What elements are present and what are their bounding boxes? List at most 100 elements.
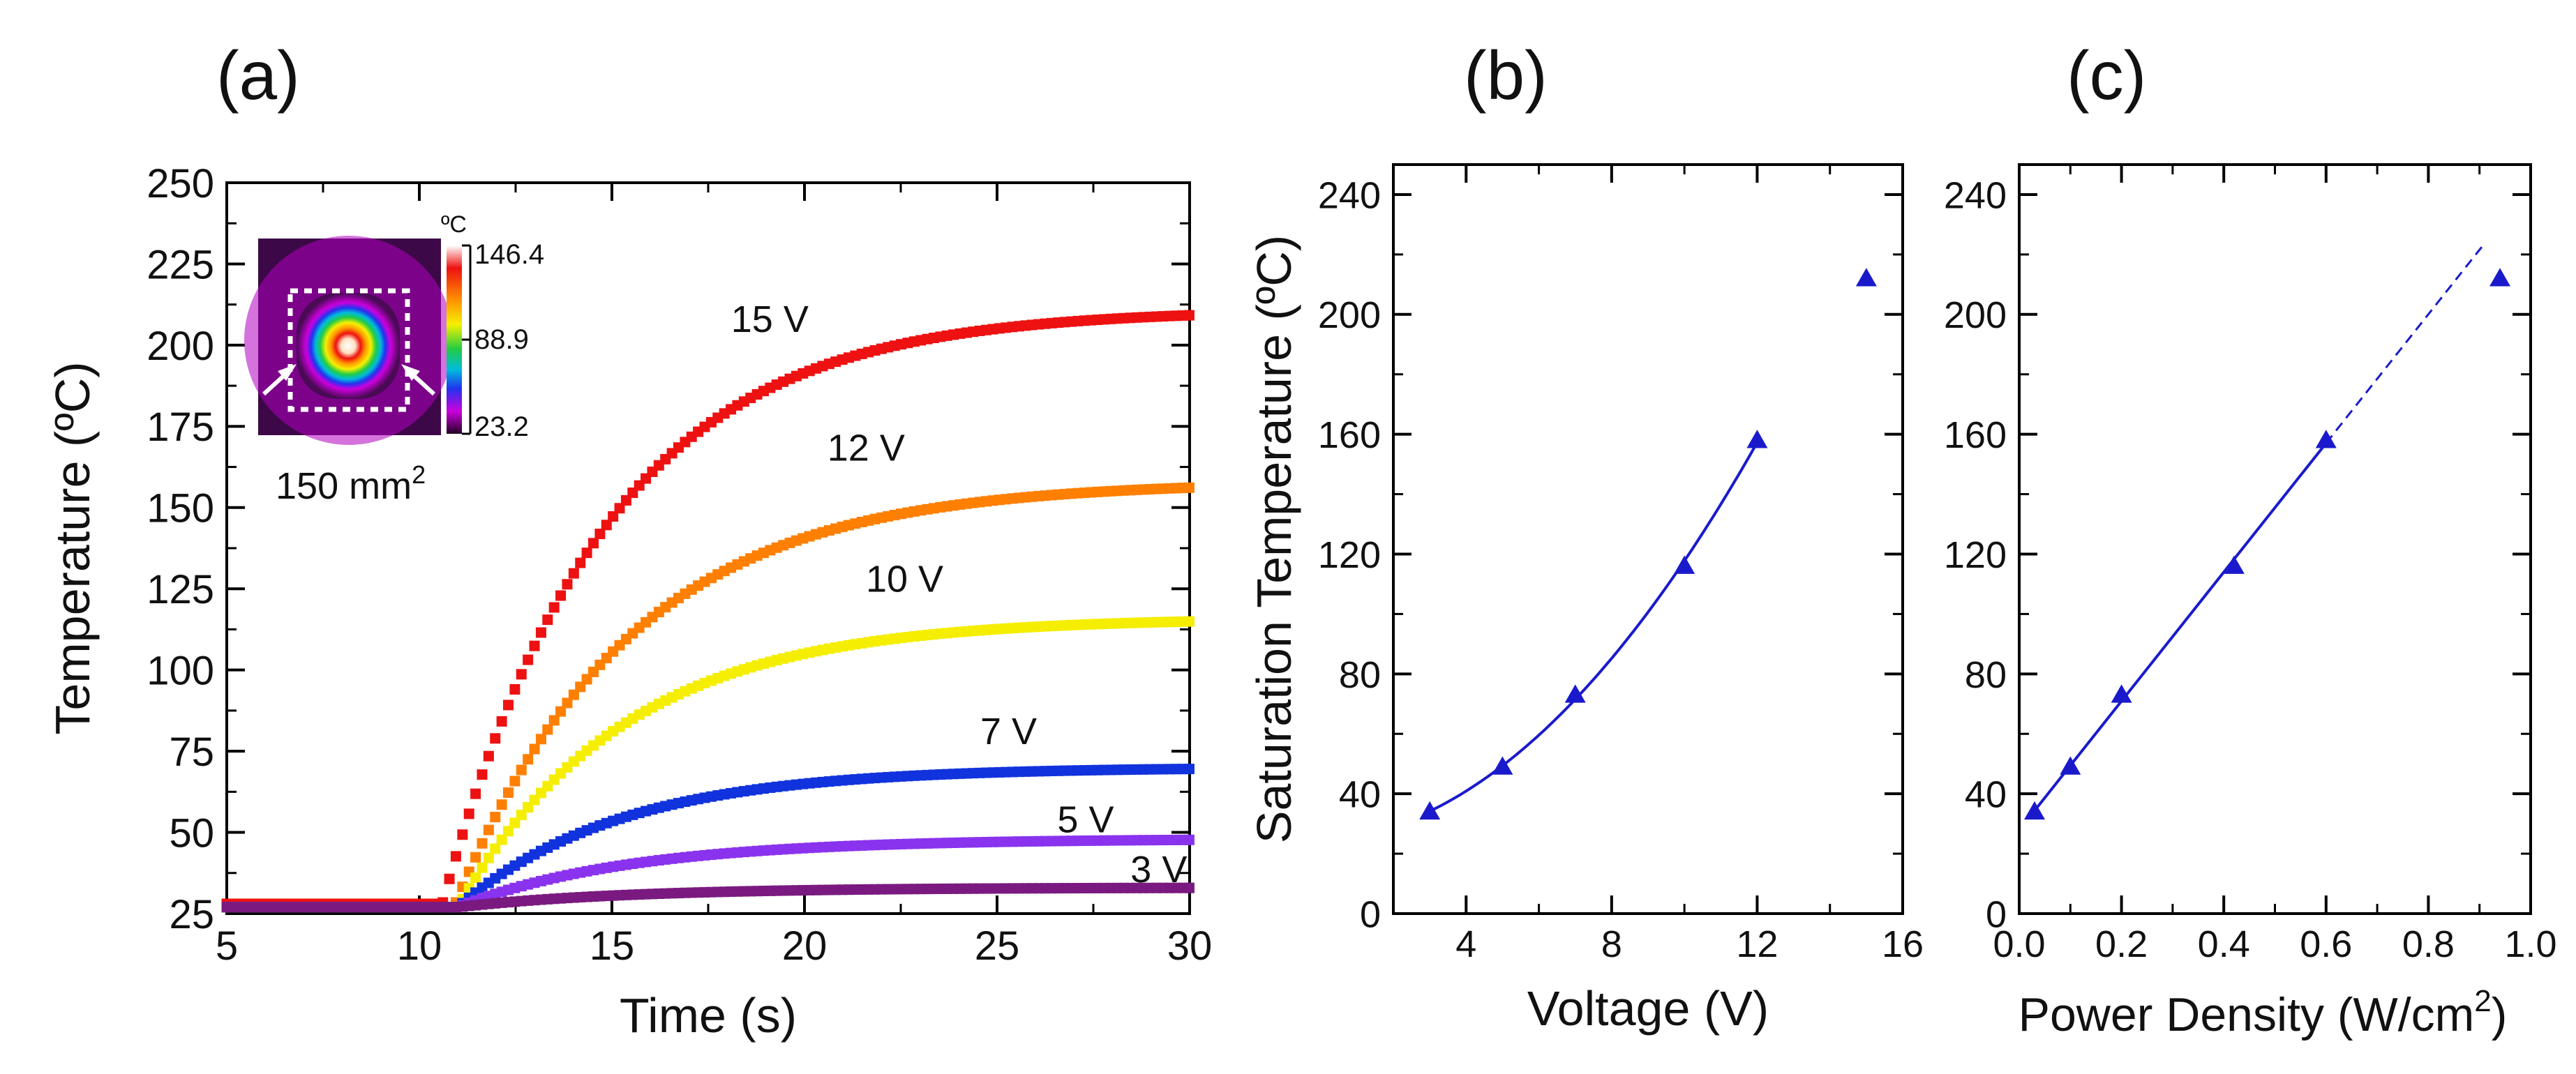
- x-tick-label: 0.0: [1993, 923, 2045, 965]
- series-2-point: [509, 817, 521, 829]
- series-2-point: [490, 843, 501, 854]
- heater-outline: [287, 288, 410, 412]
- series-0-point: [444, 873, 455, 884]
- left-arrow-icon: [262, 364, 297, 396]
- x-tick-label: 0.4: [2198, 923, 2250, 965]
- y-tick-label: 240: [1944, 174, 2007, 216]
- series-0-point: [575, 557, 586, 568]
- x-tick-label: 30: [1167, 923, 1213, 969]
- panel-a: (a) 5 10 15 20 25 30 25 50 75 100 125 150 175 200 225 2…: [45, 37, 1212, 1043]
- data-point-triangle: [1746, 430, 1768, 448]
- y-tick-label: 100: [147, 649, 214, 694]
- series-1-point: [516, 764, 527, 776]
- x-tick-label: 16: [1882, 923, 1924, 965]
- series-0-point: [568, 568, 579, 579]
- panel-a-x-axis-title: Time (s): [620, 988, 797, 1043]
- series-3-point: [1183, 764, 1195, 775]
- x-tick-label: 5: [216, 923, 238, 969]
- series-0-point: [463, 808, 474, 819]
- series-label: 7 V: [980, 711, 1037, 752]
- x-tick-label: 12: [1736, 923, 1778, 965]
- y-tick-label: 120: [1944, 534, 2007, 576]
- colorbar-min-label: 23.2: [474, 411, 529, 442]
- series-0-point: [483, 750, 494, 762]
- series-1-point: [529, 743, 540, 755]
- panel-c-label: (c): [2067, 37, 2146, 114]
- panel-b-label: (b): [1464, 37, 1548, 114]
- panel-c-points: [2023, 268, 2511, 820]
- x-tick-label: 10: [397, 923, 442, 969]
- x-tick-label: 4: [1455, 923, 1476, 965]
- y-tick-label: 150: [147, 486, 214, 531]
- series-0-point: [555, 590, 567, 601]
- y-tick-label: 200: [1944, 294, 2007, 336]
- series-1-point: [523, 754, 534, 765]
- y-tick-label: 80: [1965, 654, 2007, 696]
- series-2-point: [483, 852, 494, 863]
- series-1-point: [490, 812, 501, 823]
- y-tick-label: 40: [1965, 774, 2007, 816]
- series-0-point: [594, 529, 606, 540]
- y-tick-label: 160: [1944, 414, 2007, 456]
- panel-b-frame: [1392, 163, 1904, 915]
- y-tick-label: 0: [1360, 893, 1381, 935]
- x-tick-label: 0.8: [2402, 923, 2455, 965]
- series-1-point: [509, 776, 521, 787]
- data-point-triangle: [1492, 756, 1513, 775]
- series-1-point: [535, 734, 546, 745]
- series-1-point: [568, 689, 579, 700]
- right-arrow-icon: [401, 364, 436, 396]
- data-point-triangle: [1674, 555, 1695, 574]
- panel-b-points: [1419, 268, 1877, 820]
- y-tick-label: 200: [147, 324, 214, 369]
- series-0-point: [542, 614, 553, 626]
- series-0-point: [477, 769, 488, 780]
- x-tick-label: 1.0: [2504, 923, 2556, 965]
- series-1-point: [542, 724, 553, 735]
- series-1-point: [555, 706, 567, 717]
- series-0-point: [614, 503, 625, 514]
- panel-a-label: (a): [216, 37, 300, 114]
- colorbar-unit: ºC: [441, 211, 467, 238]
- series-1-point: [496, 799, 507, 810]
- panel-c: (c) 0.0 0.2 0.4 0.6 0.8 1.004080120160200240 …: [1944, 37, 2557, 1041]
- data-point-triangle: [2489, 268, 2511, 287]
- x-tick-label: 0.6: [2300, 923, 2352, 965]
- data-point-triangle: [1419, 801, 1441, 820]
- y-tick-label: 200: [1318, 294, 1381, 336]
- y-tick-label: 240: [1318, 174, 1381, 216]
- data-point-triangle: [1855, 268, 1877, 287]
- data-point-triangle: [2315, 430, 2337, 448]
- series-1-point: [562, 697, 573, 709]
- x-tick-label: 15: [590, 923, 635, 969]
- panel-c-frame: [2018, 163, 2532, 915]
- y-tick-label: 160: [1318, 414, 1381, 456]
- series-0-point: [496, 716, 507, 727]
- y-tick-label: 250: [147, 161, 214, 206]
- series-0-point: [1183, 310, 1195, 321]
- y-tick-label: 125: [147, 567, 214, 612]
- panel-a-series: [221, 310, 1195, 913]
- series-0-point: [457, 829, 468, 840]
- y-tick-label: 175: [147, 404, 214, 450]
- series-2-point: [477, 862, 488, 873]
- series-0-point: [450, 851, 461, 862]
- panel-b-x-axis-title: Voltage (V): [1527, 981, 1769, 1036]
- y-tick-label: 25: [169, 892, 214, 937]
- y-tick-label: 225: [147, 242, 214, 287]
- panel-a-series-labels: 15 V 12 V 10 V 7 V 5 V 3 V: [731, 298, 1188, 891]
- series-5-point: [1183, 882, 1195, 893]
- y-tick-label: 0: [1986, 893, 2007, 935]
- series-1-point: [477, 838, 488, 849]
- series-0-point: [509, 683, 521, 695]
- y-tick-label: 40: [1339, 774, 1381, 816]
- series-2-point: [1183, 616, 1195, 627]
- panel-a-axis-ticks: 5 10 15 20 25 30 25 50 75 100 125 150 175 200 225 250: [147, 161, 1212, 969]
- data-point-triangle: [2111, 684, 2132, 703]
- series-1-point: [548, 715, 560, 726]
- x-tick-label: 0.2: [2095, 923, 2148, 965]
- x-tick-label: 20: [782, 923, 828, 969]
- series-label: 10 V: [866, 558, 943, 600]
